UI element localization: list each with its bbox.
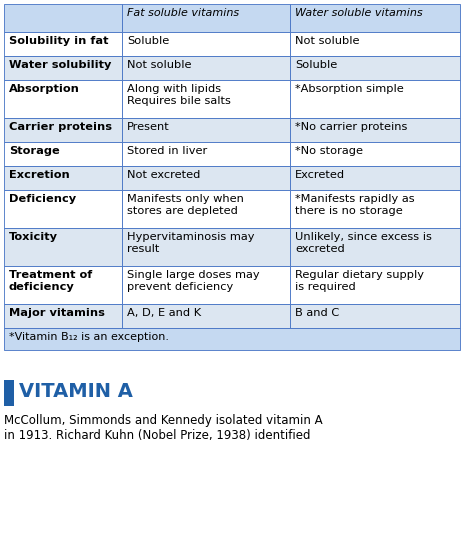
Text: *Vitamin B₁₂ is an exception.: *Vitamin B₁₂ is an exception. bbox=[9, 332, 169, 342]
Bar bbox=[4, 304, 122, 328]
Text: Excreted: Excreted bbox=[295, 170, 345, 180]
Bar bbox=[4, 118, 122, 142]
Bar bbox=[4, 142, 122, 166]
Text: Major vitamins: Major vitamins bbox=[9, 308, 105, 318]
Text: Soluble: Soluble bbox=[295, 60, 337, 70]
Text: Not excreted: Not excreted bbox=[127, 170, 201, 180]
Text: Unlikely, since excess is
excreted: Unlikely, since excess is excreted bbox=[295, 232, 432, 253]
Text: *No storage: *No storage bbox=[295, 146, 363, 156]
Text: Single large doses may
prevent deficiency: Single large doses may prevent deficienc… bbox=[127, 270, 260, 292]
Text: Carrier proteins: Carrier proteins bbox=[9, 122, 112, 132]
Text: Deficiency: Deficiency bbox=[9, 194, 76, 204]
Text: Excretion: Excretion bbox=[9, 170, 70, 180]
Bar bbox=[4, 166, 122, 190]
Bar bbox=[290, 118, 460, 142]
Text: Not soluble: Not soluble bbox=[295, 36, 359, 46]
Bar bbox=[122, 266, 290, 304]
Bar bbox=[122, 166, 290, 190]
Bar bbox=[4, 56, 122, 80]
Bar bbox=[122, 4, 290, 32]
Bar bbox=[4, 380, 14, 406]
Bar bbox=[290, 228, 460, 266]
Bar bbox=[122, 228, 290, 266]
Bar bbox=[290, 304, 460, 328]
Bar bbox=[122, 32, 290, 56]
Text: McCollum, Simmonds and Kennedy isolated vitamin A
in 1913. Richard Kuhn (Nobel P: McCollum, Simmonds and Kennedy isolated … bbox=[4, 414, 323, 442]
Text: Not soluble: Not soluble bbox=[127, 60, 191, 70]
Bar bbox=[290, 142, 460, 166]
Bar bbox=[122, 118, 290, 142]
Bar bbox=[4, 228, 122, 266]
Bar bbox=[290, 266, 460, 304]
Bar bbox=[4, 80, 122, 118]
Text: Soluble: Soluble bbox=[127, 36, 169, 46]
Text: Regular dietary supply
is required: Regular dietary supply is required bbox=[295, 270, 424, 292]
Bar bbox=[290, 32, 460, 56]
Text: Along with lipids
Requires bile salts: Along with lipids Requires bile salts bbox=[127, 84, 231, 106]
Text: Present: Present bbox=[127, 122, 170, 132]
Bar bbox=[290, 166, 460, 190]
Bar bbox=[290, 4, 460, 32]
Text: VITAMIN A: VITAMIN A bbox=[19, 382, 133, 401]
Bar bbox=[290, 56, 460, 80]
Bar bbox=[4, 4, 122, 32]
Bar bbox=[122, 56, 290, 80]
Text: Stored in liver: Stored in liver bbox=[127, 146, 207, 156]
Bar bbox=[4, 32, 122, 56]
Text: Treatment of
deficiency: Treatment of deficiency bbox=[9, 270, 92, 292]
Bar bbox=[290, 80, 460, 118]
Text: Hypervitaminosis may
result: Hypervitaminosis may result bbox=[127, 232, 255, 253]
Bar bbox=[122, 190, 290, 228]
Bar bbox=[4, 190, 122, 228]
Text: Fat soluble vitamins: Fat soluble vitamins bbox=[127, 8, 239, 18]
Text: Water solubility: Water solubility bbox=[9, 60, 111, 70]
Bar bbox=[122, 304, 290, 328]
Text: Toxicity: Toxicity bbox=[9, 232, 58, 242]
Bar bbox=[4, 266, 122, 304]
Bar bbox=[4, 328, 460, 350]
Text: *No carrier proteins: *No carrier proteins bbox=[295, 122, 407, 132]
Bar bbox=[290, 190, 460, 228]
Text: Water soluble vitamins: Water soluble vitamins bbox=[295, 8, 423, 18]
Text: A, D, E and K: A, D, E and K bbox=[127, 308, 201, 318]
Text: B and C: B and C bbox=[295, 308, 339, 318]
Text: Absorption: Absorption bbox=[9, 84, 80, 94]
Text: *Absorption simple: *Absorption simple bbox=[295, 84, 404, 94]
Text: Storage: Storage bbox=[9, 146, 60, 156]
Text: *Manifests rapidly as
there is no storage: *Manifests rapidly as there is no storag… bbox=[295, 194, 415, 216]
Bar bbox=[122, 142, 290, 166]
Bar bbox=[122, 80, 290, 118]
Text: Solubility in fat: Solubility in fat bbox=[9, 36, 109, 46]
Text: Manifests only when
stores are depleted: Manifests only when stores are depleted bbox=[127, 194, 244, 216]
